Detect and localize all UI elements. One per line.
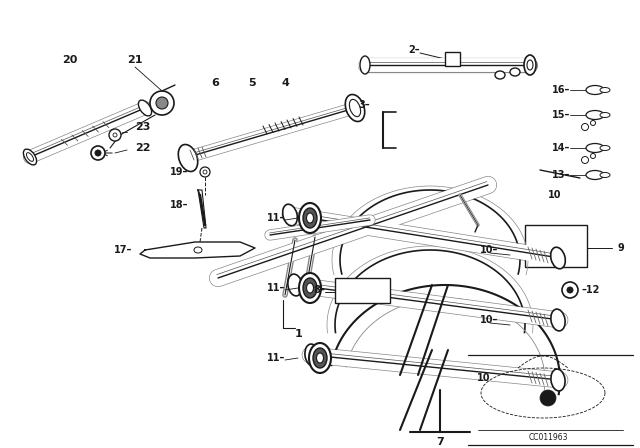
Circle shape [109, 129, 121, 141]
Text: 10: 10 [477, 373, 490, 383]
Polygon shape [140, 242, 255, 258]
Circle shape [150, 91, 174, 115]
Ellipse shape [299, 203, 321, 233]
Ellipse shape [138, 100, 152, 116]
Ellipse shape [26, 153, 33, 161]
Ellipse shape [591, 121, 595, 125]
Ellipse shape [527, 60, 533, 70]
Ellipse shape [317, 353, 323, 363]
Text: 2–: 2– [408, 45, 420, 55]
Ellipse shape [600, 172, 610, 177]
Text: 20: 20 [62, 55, 77, 65]
Text: 16–: 16– [552, 85, 570, 95]
Ellipse shape [288, 274, 302, 296]
Circle shape [567, 287, 573, 293]
Text: 17–: 17– [114, 245, 132, 255]
Ellipse shape [582, 124, 589, 130]
Text: 22: 22 [135, 143, 151, 153]
Ellipse shape [600, 146, 610, 151]
Ellipse shape [346, 95, 365, 121]
Circle shape [113, 133, 117, 137]
Text: 14–: 14– [552, 143, 570, 153]
Polygon shape [198, 190, 206, 228]
Ellipse shape [360, 56, 370, 74]
Ellipse shape [313, 348, 327, 368]
Ellipse shape [600, 87, 610, 92]
Ellipse shape [307, 283, 314, 293]
Text: 11–: 11– [267, 353, 285, 363]
Text: 18–: 18– [170, 200, 188, 210]
Ellipse shape [24, 149, 36, 165]
Ellipse shape [586, 111, 604, 120]
Ellipse shape [551, 369, 565, 391]
Circle shape [203, 170, 207, 174]
Bar [335, 278, 390, 303]
Circle shape [562, 282, 578, 298]
Circle shape [156, 97, 168, 109]
Text: 10–: 10– [479, 315, 498, 325]
Circle shape [91, 146, 105, 160]
Text: 10: 10 [548, 190, 562, 200]
Ellipse shape [307, 213, 314, 223]
Text: 8–: 8– [313, 285, 325, 295]
Text: CC011963: CC011963 [528, 432, 568, 441]
Text: 9: 9 [618, 243, 625, 253]
Text: 7: 7 [436, 437, 444, 447]
Ellipse shape [283, 204, 298, 226]
Text: 5: 5 [248, 78, 256, 88]
Text: 19–: 19– [170, 167, 188, 177]
Text: 11–: 11– [267, 283, 285, 293]
Ellipse shape [179, 145, 198, 172]
Ellipse shape [305, 344, 319, 366]
Text: 4: 4 [281, 78, 289, 88]
Text: 6: 6 [211, 78, 219, 88]
Ellipse shape [303, 278, 317, 298]
Ellipse shape [510, 68, 520, 76]
Ellipse shape [600, 112, 610, 117]
Ellipse shape [524, 55, 536, 75]
Ellipse shape [586, 143, 604, 152]
Circle shape [540, 390, 556, 406]
Bar [445, 52, 460, 66]
Text: 15–: 15– [552, 110, 570, 120]
Ellipse shape [303, 208, 317, 228]
Text: 11–: 11– [267, 213, 285, 223]
Ellipse shape [299, 273, 321, 303]
Ellipse shape [586, 86, 604, 95]
Text: 3–: 3– [358, 100, 370, 110]
Circle shape [95, 150, 101, 156]
Ellipse shape [309, 343, 331, 373]
Ellipse shape [349, 99, 360, 116]
Circle shape [200, 167, 210, 177]
Text: 13–: 13– [552, 170, 570, 180]
Text: 23: 23 [135, 122, 150, 132]
Ellipse shape [194, 247, 202, 253]
Ellipse shape [550, 247, 565, 269]
Text: 1: 1 [295, 329, 303, 339]
Ellipse shape [495, 71, 505, 79]
Bar [525, 225, 587, 267]
Ellipse shape [586, 171, 604, 180]
Ellipse shape [551, 309, 565, 331]
Text: –12: –12 [582, 285, 600, 295]
Ellipse shape [591, 154, 595, 159]
Text: 21: 21 [127, 55, 143, 65]
Ellipse shape [582, 156, 589, 164]
Text: 10–: 10– [479, 245, 498, 255]
